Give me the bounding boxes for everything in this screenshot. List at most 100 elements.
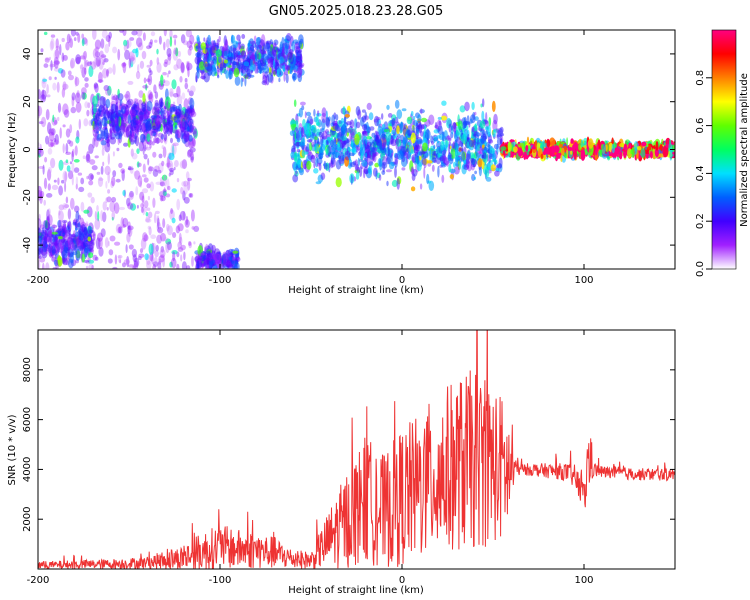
spectrogram-cell [299, 142, 304, 146]
spectrogram-cell [188, 45, 193, 51]
spectrogram-cell [167, 53, 172, 61]
spectrogram-cell [166, 178, 170, 190]
spectrogram-cell [127, 55, 134, 60]
spectrogram-y-tick-label: 0 [22, 146, 33, 152]
spectrogram-cell [166, 47, 172, 58]
spectrogram-cell [500, 146, 507, 151]
spectrogram-cell [104, 237, 109, 248]
spectrogram-cell [265, 42, 270, 52]
spectrogram-cell [47, 148, 53, 155]
spectrogram-cell [156, 62, 162, 73]
spectrogram-cell [126, 100, 132, 108]
spectrogram-cell [87, 192, 93, 198]
spectrogram-cell [58, 210, 64, 222]
spectrogram-cell [437, 116, 442, 120]
spectrogram-cell [111, 108, 115, 115]
spectrogram-cell [180, 130, 184, 140]
spectrogram-cell [156, 137, 160, 144]
spectrogram-cell [177, 50, 182, 58]
spectrogram-cell [113, 94, 118, 101]
spectrogram-cell [160, 246, 165, 253]
spectrogram-cell [59, 44, 62, 56]
spectrogram-cell [136, 204, 139, 209]
spectrogram-cell [91, 265, 94, 269]
spectrogram-cell [70, 106, 77, 114]
spectrogram-cell [96, 171, 101, 175]
spectrogram-cell [158, 124, 161, 129]
spectrogram-cell [343, 140, 347, 146]
spectrogram-cell [188, 241, 192, 246]
spectrogram-cell [109, 200, 116, 213]
spectrogram-cell [118, 226, 123, 234]
spectrogram-cell [58, 219, 63, 232]
spectrogram-cell [166, 100, 169, 112]
spectrogram-cell [485, 166, 490, 179]
spectrogram-cell [146, 260, 152, 269]
spectrogram-cell [138, 114, 145, 122]
spectrogram-cell [169, 169, 174, 176]
spectrogram-cell [103, 58, 109, 63]
spectrogram-cell [127, 98, 134, 106]
spectrogram-cell [98, 237, 103, 250]
spectrogram-cell [42, 78, 48, 82]
spectrogram-cell [420, 124, 425, 130]
spectrogram-cell [51, 231, 58, 235]
spectrogram-cell [198, 61, 205, 71]
spectrogram-cell [186, 127, 190, 132]
spectrogram-cell [141, 101, 146, 112]
spectrogram-cell [171, 188, 177, 193]
spectrogram-cell [175, 130, 179, 139]
spectrogram-cell [95, 126, 100, 132]
spectrogram-cell [57, 102, 62, 113]
spectrogram-y-tick-label: 40 [22, 48, 33, 61]
spectrogram-cell [118, 162, 123, 169]
spectrogram-cell [154, 39, 158, 43]
spectrogram-cell [128, 130, 132, 141]
spectrogram-cell [163, 174, 167, 187]
spectrogram-cell [58, 106, 62, 112]
spectrogram-cell [86, 109, 90, 117]
spectrogram-cell [366, 154, 374, 166]
spectrogram-cell [141, 122, 146, 133]
spectrogram-cell [163, 61, 168, 68]
spectrogram-cell [53, 139, 60, 146]
spectrogram-cell [101, 30, 108, 39]
spectrogram-cell [362, 124, 368, 131]
spectrogram-cell [78, 231, 84, 241]
spectrogram-cell [150, 31, 156, 37]
spectrogram-cell [108, 117, 115, 128]
spectrogram-cell [179, 236, 183, 246]
spectrogram-cell [257, 60, 262, 70]
spectrogram-cell [53, 138, 56, 143]
spectrogram-cell [97, 232, 104, 242]
figure-title: GN05.2025.018.23.28.G05 [269, 4, 444, 19]
spectrogram-cell [335, 124, 340, 132]
spectrogram-cell [262, 74, 267, 84]
spectrogram-cell [162, 119, 167, 125]
spectrogram-cell [445, 135, 452, 141]
spectrogram-cell [52, 114, 55, 123]
spectrogram-cell [124, 104, 130, 116]
spectrogram-cell [640, 148, 646, 158]
spectrogram-cell [172, 232, 177, 238]
spectrogram-cell [96, 205, 99, 212]
spectrogram-cell [209, 45, 216, 56]
spectrogram-cell [183, 210, 186, 222]
spectrogram-cell [110, 128, 113, 140]
spectrogram-cell [311, 125, 315, 130]
spectrogram-cell [181, 181, 186, 187]
spectrogram-cell [179, 160, 186, 169]
spectrogram-cell [127, 225, 131, 235]
spectrogram-cell [151, 117, 157, 128]
spectrogram-cell [154, 210, 160, 215]
spectrogram-cell [204, 258, 207, 269]
spectrogram-cell [86, 151, 90, 162]
spectrogram-cell [84, 246, 89, 254]
spectrogram-cell [461, 133, 467, 144]
spectrogram-cell [216, 65, 220, 78]
spectrogram-cell [46, 94, 51, 98]
spectrogram-cell [313, 168, 319, 174]
spectrogram-cell [98, 106, 102, 113]
spectrogram-cell [223, 59, 228, 64]
spectrogram-cell [65, 196, 69, 204]
